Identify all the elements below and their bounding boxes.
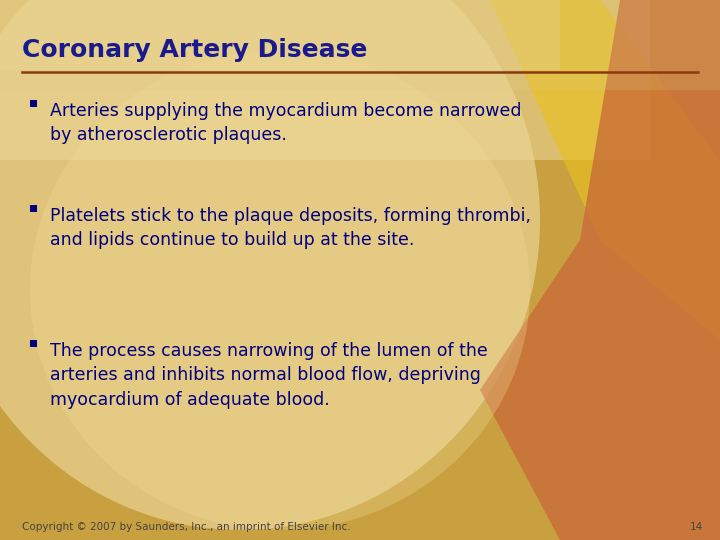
Bar [0, 0, 720, 90]
Bar [30, 205, 37, 212]
Text: Copyright © 2007 by Saunders, Inc., an imprint of Elsevier Inc.: Copyright © 2007 by Saunders, Inc., an i… [22, 522, 351, 532]
Text: Platelets stick to the plaque deposits, forming thrombi,
and lipids continue to : Platelets stick to the plaque deposits, … [50, 207, 531, 249]
Text: 14: 14 [690, 522, 703, 532]
Ellipse shape [0, 0, 540, 530]
Bar [0, 0, 650, 160]
Bar [30, 340, 37, 347]
Polygon shape [480, 0, 720, 540]
Text: The process causes narrowing of the lumen of the
arteries and inhibits normal bl: The process causes narrowing of the lume… [50, 342, 487, 409]
Text: Coronary Artery Disease: Coronary Artery Disease [22, 38, 367, 62]
Text: Arteries supplying the myocardium become narrowed
by atherosclerotic plaques.: Arteries supplying the myocardium become… [50, 102, 521, 144]
Bar [30, 100, 37, 107]
Bar [0, 0, 560, 70]
Ellipse shape [30, 50, 530, 530]
Polygon shape [490, 0, 720, 340]
